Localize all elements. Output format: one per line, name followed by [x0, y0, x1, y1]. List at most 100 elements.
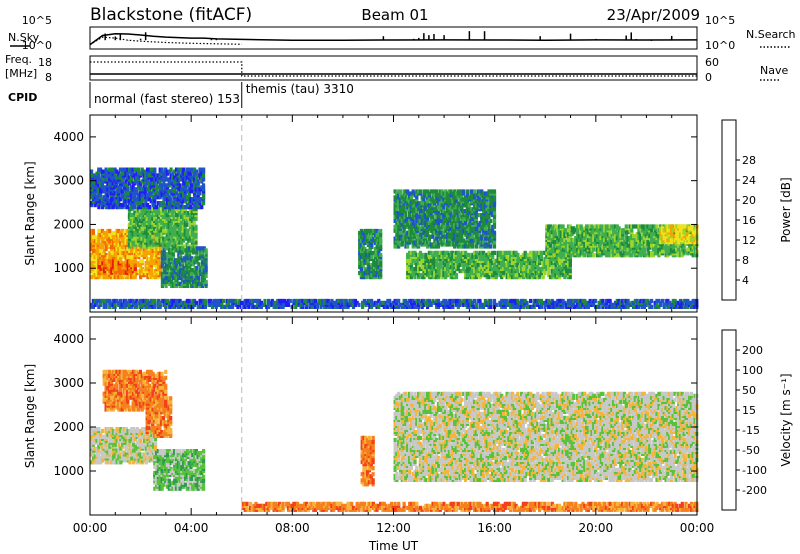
- power-cell: [91, 240, 95, 246]
- power-cell: [194, 169, 198, 174]
- power-cell: [372, 236, 376, 242]
- power-cell: [445, 207, 450, 212]
- power-cell: [104, 195, 108, 200]
- power-cell: [415, 232, 419, 237]
- power-cell: [146, 250, 150, 256]
- power-cell: [164, 275, 168, 281]
- power-cell: [525, 264, 529, 270]
- power-cell: [122, 250, 126, 256]
- power-cell: [482, 232, 486, 237]
- power-cell: [151, 195, 155, 200]
- power-cell: [135, 187, 139, 192]
- power-cell: [445, 218, 450, 224]
- power-cell: [165, 212, 169, 217]
- power-cell: [429, 197, 433, 202]
- nsearch-tick-bottom: 10^0: [705, 39, 735, 52]
- power-cell: [165, 183, 170, 188]
- power-cell: [193, 167, 197, 172]
- power-cell: [165, 169, 170, 174]
- power-cell: [469, 193, 473, 198]
- power-cell: [476, 199, 480, 204]
- power-cell: [113, 197, 117, 202]
- power-cell: [195, 270, 199, 275]
- power-cell: [473, 189, 477, 194]
- cpid-mode-2: themis (tau) 3310: [246, 82, 354, 96]
- power-cell: [438, 226, 442, 231]
- power-cell: [106, 177, 110, 182]
- power-cell: [140, 210, 144, 216]
- power-cell: [174, 212, 178, 217]
- power-cell: [370, 232, 374, 238]
- power-cell: [142, 169, 146, 174]
- power-cell: [408, 224, 412, 229]
- power-cell: [140, 250, 144, 256]
- power-cell: [180, 250, 184, 255]
- power-cell: [111, 197, 115, 202]
- power-cell: [176, 167, 180, 172]
- power-cell: [433, 224, 437, 229]
- power-cell: [473, 203, 477, 208]
- power-cell: [112, 259, 116, 264]
- power-cell: [172, 230, 177, 235]
- power-cell: [100, 234, 105, 240]
- power-cell: [151, 177, 155, 182]
- power-cell: [417, 242, 421, 247]
- power-cell: [395, 197, 399, 202]
- power-cell: [165, 197, 170, 202]
- power-cell: [99, 232, 103, 238]
- power-cell: [194, 240, 198, 245]
- power-cell: [144, 267, 148, 272]
- power-cell: [435, 224, 439, 229]
- power-cell: [148, 246, 152, 252]
- power-cell: [155, 256, 159, 262]
- power-cell: [458, 234, 462, 239]
- power-cell: [153, 167, 157, 172]
- power-cell: [104, 275, 108, 280]
- power-cell: [144, 246, 148, 252]
- power-cell: [146, 203, 150, 208]
- nsky-label: N.Sky: [8, 31, 40, 44]
- power-cell: [124, 270, 128, 275]
- power-cell: [106, 205, 110, 210]
- power-cell: [411, 211, 415, 216]
- power-cell: [178, 177, 182, 182]
- power-cell: [483, 205, 487, 210]
- power-cell: [197, 281, 201, 286]
- power-cell: [137, 201, 141, 206]
- power-cell: [426, 220, 430, 225]
- power-cell: [99, 265, 103, 270]
- power-cell: [489, 244, 493, 249]
- power-cell: [480, 203, 484, 208]
- power-cell: [133, 216, 137, 221]
- power-cell: [397, 195, 401, 200]
- power-cell: [138, 224, 142, 229]
- power-cell: [119, 273, 123, 278]
- power-cell: [174, 191, 179, 196]
- power-cell: [127, 191, 132, 196]
- power-cell: [103, 266, 107, 272]
- power-cell: [166, 246, 170, 251]
- power-cell: [449, 213, 453, 218]
- power-cell: [115, 199, 119, 204]
- power-cell: [406, 234, 410, 239]
- power-cell: [454, 199, 459, 204]
- power-cell: [140, 206, 144, 212]
- power-cell: [471, 193, 475, 198]
- power-cell: [568, 275, 572, 280]
- power-cell: [471, 189, 475, 194]
- power-cell: [469, 211, 473, 216]
- power-cell: [118, 203, 123, 208]
- power-cell: [447, 224, 451, 229]
- power-cell: [118, 185, 123, 190]
- power-cell: [377, 271, 381, 276]
- power-cell: [404, 232, 408, 237]
- power-cell: [183, 171, 188, 176]
- power-cell: [189, 212, 193, 217]
- power-cell: [153, 254, 157, 260]
- power-cell: [420, 252, 424, 257]
- power-cell: [115, 246, 119, 252]
- power-cell: [180, 187, 184, 192]
- power-cell: [91, 261, 95, 266]
- power-cell: [108, 199, 112, 204]
- power-cell: [398, 222, 403, 227]
